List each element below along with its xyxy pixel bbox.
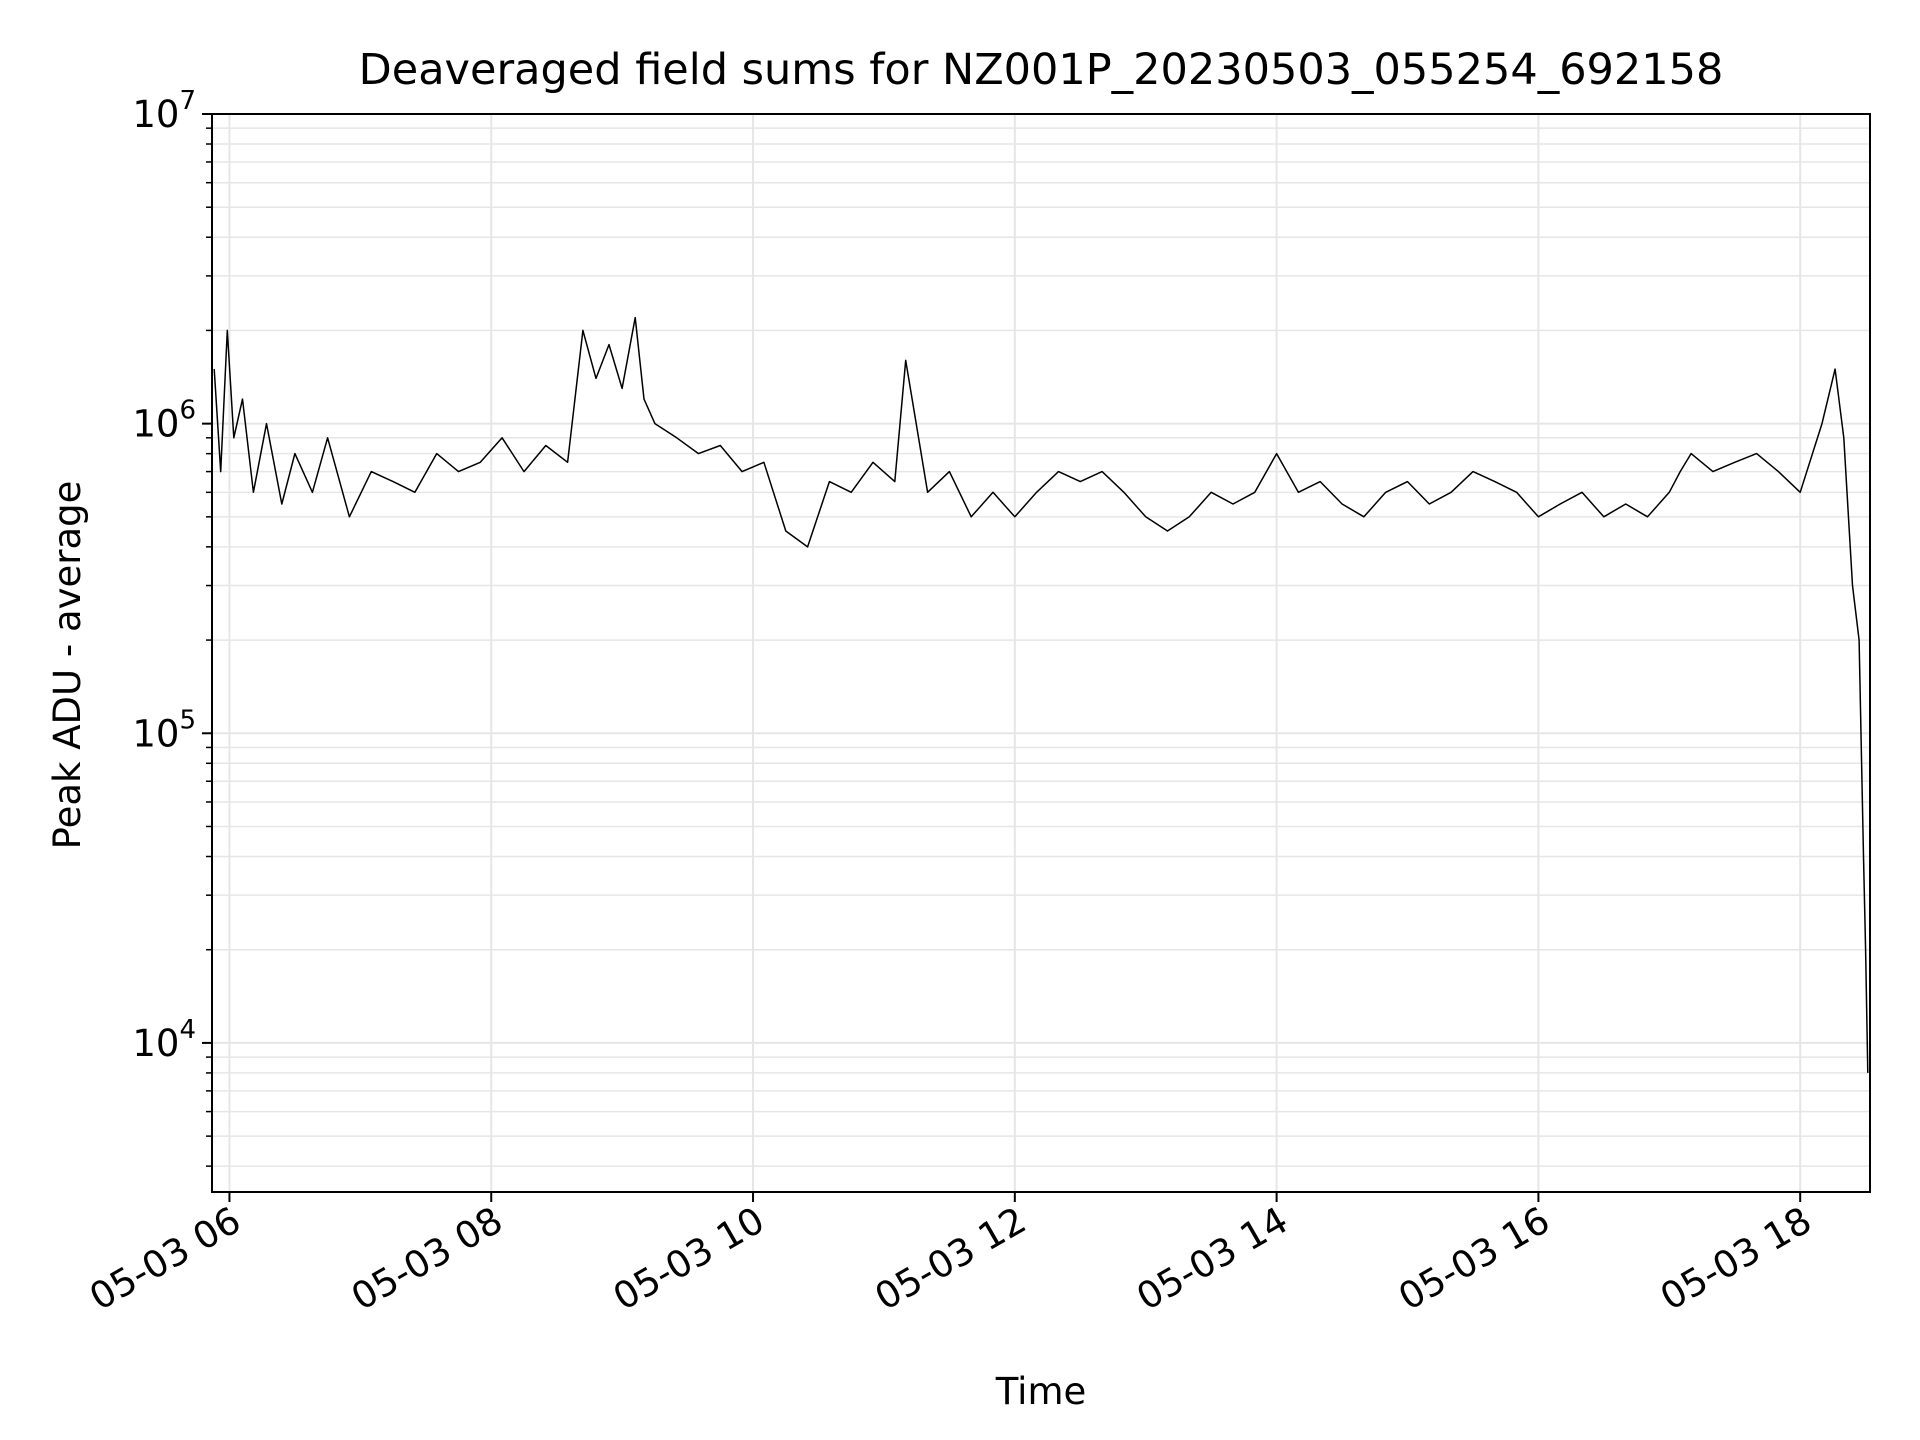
- y-tick-label: 104: [132, 1015, 196, 1065]
- plot-area: [213, 316, 1869, 1073]
- grid-lines: [212, 113, 1870, 1192]
- y-tick-label: 106: [132, 396, 196, 446]
- y-tick-exponent: 7: [179, 86, 196, 116]
- y-tick-exponent: 5: [179, 705, 196, 735]
- x-axis-label: Time: [995, 1370, 1087, 1413]
- y-tick-base: 10: [132, 1022, 179, 1065]
- y-axis-label: Peak ADU - average: [46, 481, 89, 850]
- y-tick-exponent: 6: [179, 396, 196, 426]
- y-tick-exponent: 4: [179, 1015, 196, 1045]
- series-line: [213, 316, 1869, 1073]
- y-tick-label: 107: [132, 86, 196, 136]
- y-tick-base: 10: [132, 93, 179, 136]
- y-tick-label: 105: [132, 705, 196, 755]
- axes-frame: [211, 113, 1871, 1193]
- chart-title: Deaveraged field sums for NZ001P_2023050…: [359, 45, 1724, 95]
- y-tick-base: 10: [132, 712, 179, 755]
- y-tick-base: 10: [132, 403, 179, 446]
